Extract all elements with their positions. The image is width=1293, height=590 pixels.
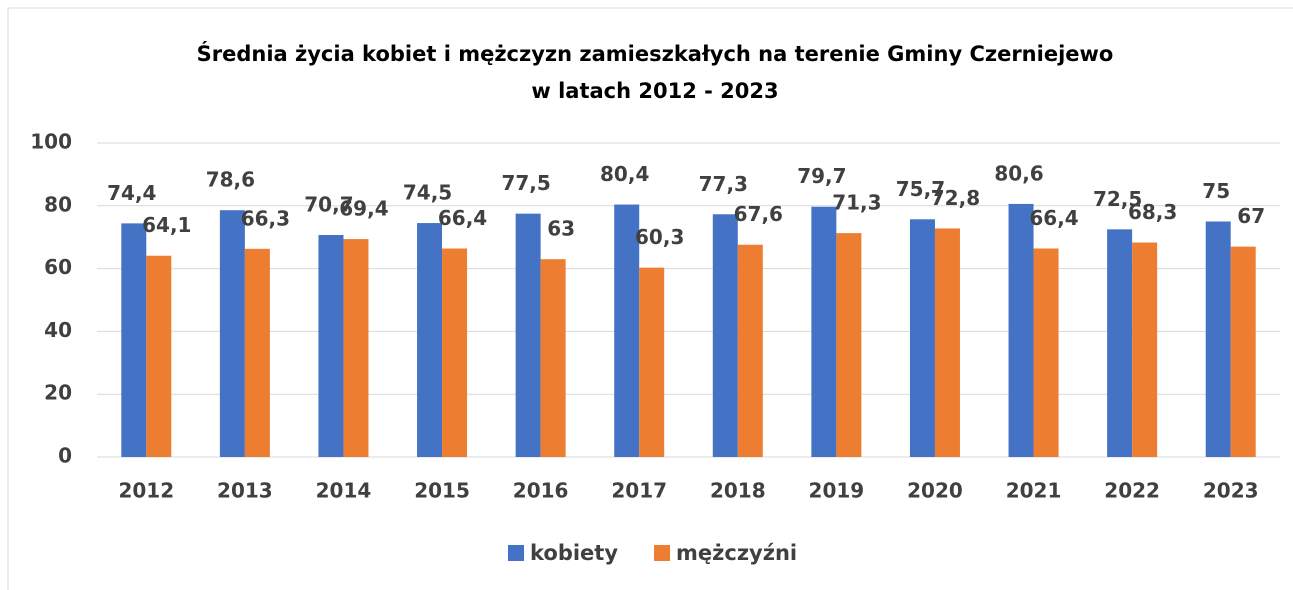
bar [343,239,369,457]
y-tick-label: 60 [44,255,72,279]
bar [836,233,862,457]
data-label: 69,4 [339,197,388,221]
x-tick-label: 2014 [316,479,372,503]
data-label: 66,4 [438,206,487,230]
legend-swatch [508,545,524,561]
data-label: 80,6 [994,161,1043,185]
data-label: 63 [547,217,575,241]
data-label: 66,3 [241,206,290,230]
bar [146,255,172,457]
data-label: 80,4 [600,162,649,186]
data-label: 78,6 [206,168,255,192]
bar [1132,242,1158,457]
bar [540,259,566,457]
data-label: 66,4 [1029,206,1078,230]
chart-title: Średnia życia kobiet i mężczyzn zamieszk… [197,41,1114,66]
data-label: 68,3 [1128,200,1177,224]
bar [1033,248,1059,457]
data-label: 67 [1237,204,1265,228]
legend-swatch [654,545,671,561]
bar [909,219,935,457]
bar [417,223,443,457]
data-label: 72,8 [931,186,980,210]
x-tick-label: 2018 [710,479,766,503]
data-label: 71,3 [832,191,881,215]
x-tick-label: 2023 [1203,479,1259,503]
data-label: 77,5 [501,171,550,195]
x-tick-label: 2017 [611,479,667,503]
data-label: 64,1 [142,213,191,237]
y-tick-label: 100 [30,130,72,154]
bar [1205,221,1231,457]
data-label: 74,4 [107,181,156,205]
bar [442,248,468,457]
data-label: 75 [1202,179,1230,203]
data-label: 75,7 [896,177,945,201]
bar [219,210,245,457]
bar [318,235,344,457]
bar [712,214,738,457]
bar [1008,203,1034,457]
x-tick-label: 2021 [1006,479,1062,503]
legend-label: mężczyźni [676,541,797,565]
bar [639,267,665,457]
y-tick-label: 20 [44,381,72,405]
x-tick-label: 2019 [809,479,865,503]
data-label: 67,6 [734,202,783,226]
bar [515,213,541,457]
bar [1230,246,1256,457]
bar [737,244,763,457]
x-tick-label: 2015 [414,479,470,503]
bar [934,228,960,457]
y-tick-label: 80 [44,192,72,216]
data-label: 74,5 [403,181,452,205]
x-tick-label: 2013 [217,479,273,503]
y-tick-label: 0 [58,444,72,468]
legend-label: kobiety [530,541,618,565]
chart-title: w latach 2012 - 2023 [531,79,778,103]
data-label: 60,3 [635,225,684,249]
y-tick-label: 40 [44,318,72,342]
x-tick-label: 2016 [513,479,569,503]
x-tick-label: 2020 [907,479,963,503]
bar [121,223,147,457]
bar [1107,229,1133,457]
bar [244,248,270,457]
bar [614,204,640,457]
x-tick-label: 2022 [1104,479,1160,503]
data-label: 77,3 [699,172,748,196]
data-label: 72,5 [1093,187,1142,211]
data-label: 79,7 [797,164,846,188]
x-tick-label: 2012 [118,479,174,503]
bar [811,206,837,457]
data-label: 70,7 [304,193,353,217]
